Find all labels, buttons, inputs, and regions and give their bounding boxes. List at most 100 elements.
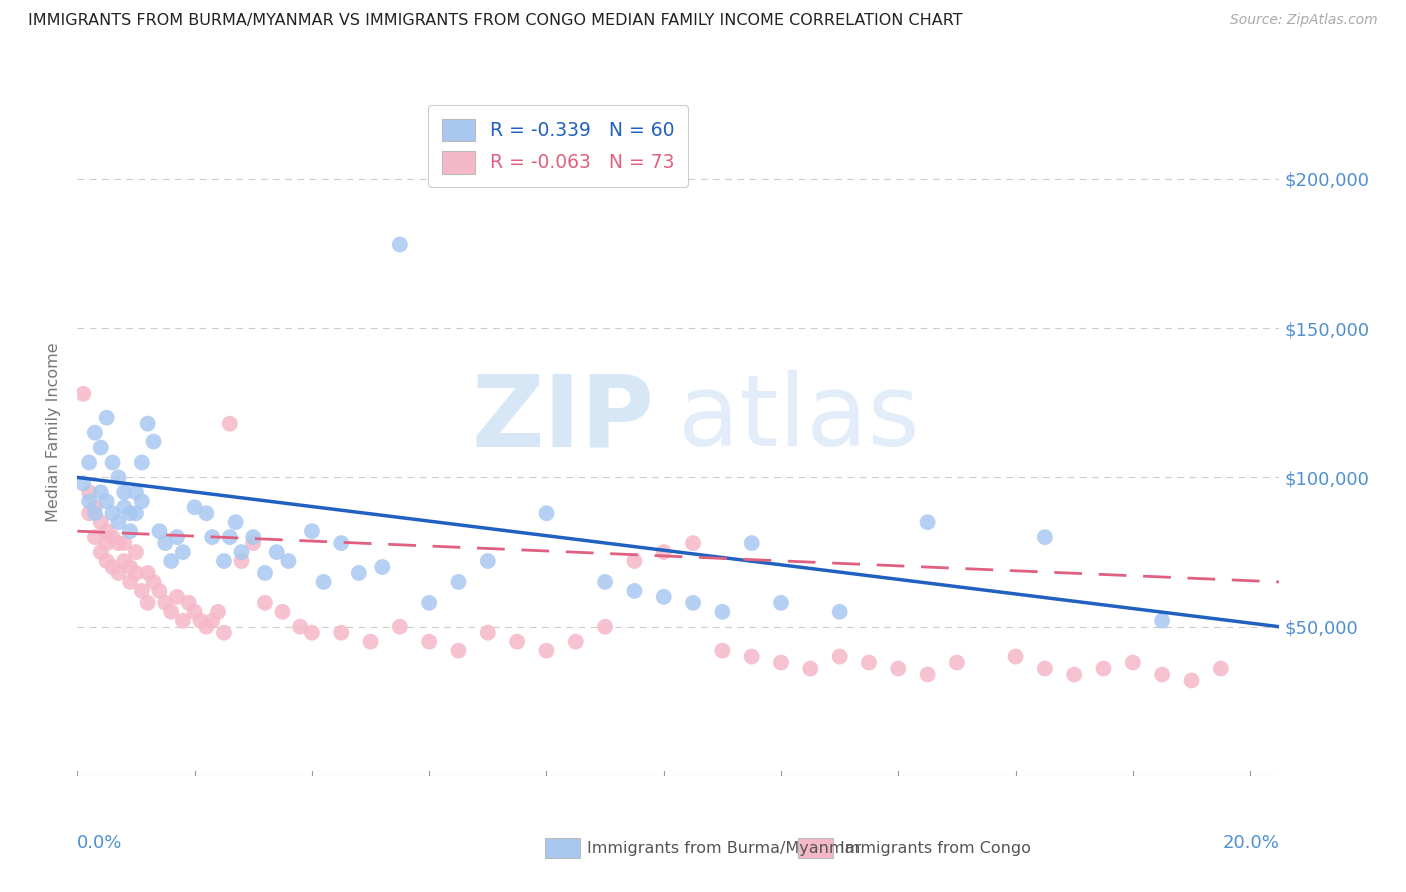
Point [125, 506, 148, 520]
Point [225, 515, 247, 529]
Point [917, 515, 939, 529]
Point [565, 634, 588, 648]
Point [183, 500, 205, 515]
Point [946, 656, 969, 670]
Point [242, 530, 264, 544]
Point [172, 614, 194, 628]
Point [347, 566, 370, 580]
Point [107, 566, 129, 580]
Point [652, 590, 675, 604]
Point [112, 500, 135, 515]
Point [1092, 661, 1115, 675]
Point [253, 596, 276, 610]
Point [177, 596, 200, 610]
Point [1152, 667, 1174, 681]
Point [96, 494, 118, 508]
Point [96, 410, 118, 425]
Point [142, 434, 165, 449]
Point [77, 506, 100, 520]
Point [741, 649, 763, 664]
Point [1122, 656, 1144, 670]
Point [183, 605, 205, 619]
Point [593, 620, 616, 634]
Point [741, 536, 763, 550]
Point [201, 614, 224, 628]
Point [101, 560, 124, 574]
Point [536, 643, 558, 657]
Point [288, 620, 311, 634]
Point [218, 417, 240, 431]
Text: Source: ZipAtlas.com: Source: ZipAtlas.com [1230, 13, 1378, 28]
Point [166, 530, 188, 544]
Legend: R = -0.339   N = 60, R = -0.063   N = 73: R = -0.339 N = 60, R = -0.063 N = 73 [429, 105, 688, 186]
Point [160, 554, 183, 568]
Text: 20.0%: 20.0% [1223, 834, 1279, 852]
Point [84, 500, 107, 515]
Text: IMMIGRANTS FROM BURMA/MYANMAR VS IMMIGRANTS FROM CONGO MEDIAN FAMILY INCOME CORR: IMMIGRANTS FROM BURMA/MYANMAR VS IMMIGRA… [28, 13, 963, 29]
Point [112, 536, 135, 550]
Point [77, 455, 100, 469]
Point [107, 470, 129, 484]
Point [125, 485, 148, 500]
Point [506, 634, 529, 648]
Point [84, 425, 107, 440]
Point [231, 554, 253, 568]
Point [769, 656, 792, 670]
Point [769, 596, 792, 610]
Text: atlas: atlas [679, 370, 920, 467]
Point [253, 566, 276, 580]
Point [1033, 661, 1056, 675]
Point [388, 237, 411, 252]
Point [447, 574, 470, 589]
Point [125, 545, 148, 559]
Point [212, 554, 235, 568]
Y-axis label: Median Family Income: Median Family Income [46, 343, 62, 523]
Point [155, 536, 177, 550]
Point [120, 524, 142, 538]
Point [266, 545, 288, 559]
Point [101, 455, 124, 469]
Point [90, 515, 112, 529]
Text: Immigrants from Burma/Myanmar: Immigrants from Burma/Myanmar [588, 841, 860, 855]
Point [623, 583, 645, 598]
Point [231, 545, 253, 559]
Point [242, 536, 264, 550]
Point [72, 386, 94, 401]
Point [195, 620, 218, 634]
Point [330, 536, 353, 550]
Point [107, 536, 129, 550]
Point [477, 554, 499, 568]
Point [1033, 530, 1056, 544]
Point [190, 614, 212, 628]
Point [887, 661, 910, 675]
Point [711, 643, 734, 657]
Point [623, 554, 645, 568]
Point [828, 649, 851, 664]
Point [120, 574, 142, 589]
Point [536, 506, 558, 520]
Point [90, 545, 112, 559]
Point [112, 554, 135, 568]
Point [112, 485, 135, 500]
Point [131, 494, 153, 508]
Point [90, 485, 112, 500]
Point [195, 506, 218, 520]
Point [101, 530, 124, 544]
Point [447, 643, 470, 657]
Point [131, 455, 153, 469]
Point [799, 661, 821, 675]
Point [120, 506, 142, 520]
Point [160, 605, 183, 619]
Point [136, 417, 159, 431]
Point [96, 524, 118, 538]
Point [90, 441, 112, 455]
Point [828, 605, 851, 619]
Point [77, 485, 100, 500]
Point [155, 596, 177, 610]
Point [72, 476, 94, 491]
Point [218, 530, 240, 544]
Point [120, 560, 142, 574]
Text: 0.0%: 0.0% [77, 834, 122, 852]
Point [136, 566, 159, 580]
Point [682, 596, 704, 610]
